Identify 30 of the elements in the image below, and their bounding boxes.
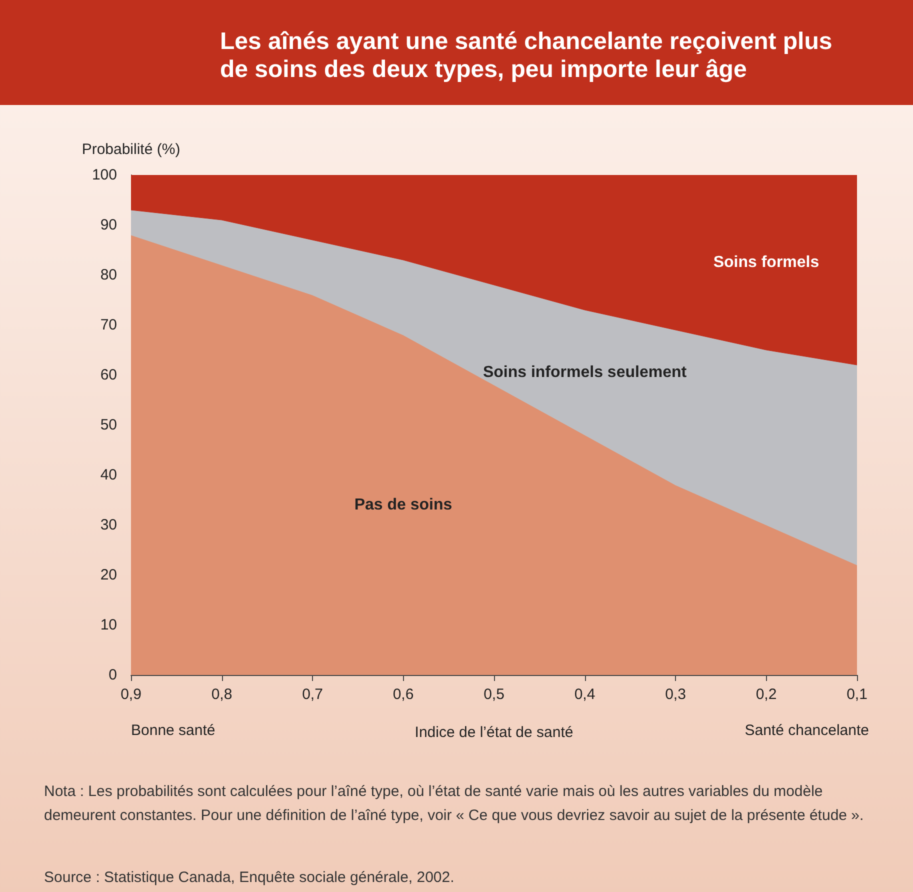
x-tick-label: 0,3 <box>665 686 686 703</box>
y-tick-label: 100 <box>92 166 117 184</box>
x-tick-label: 0,8 <box>211 686 232 703</box>
x-tick-label: 0,1 <box>846 686 868 703</box>
series-label: Soins informels seulement <box>482 364 688 381</box>
y-tick-label: 40 <box>100 466 117 484</box>
y-tick-label: 20 <box>100 566 117 584</box>
x-tick-label: 0,2 <box>756 686 777 703</box>
y-tick-label: 10 <box>100 616 117 634</box>
y-tick-label: 0 <box>108 666 117 684</box>
text: Bonne santé <box>131 722 216 739</box>
x-tick-label: 0,4 <box>574 686 596 703</box>
text: Nota : Les probabilités sont calculées pour l’aîné type, où l’état de santé varie mais où les autres variables du modèle demeurent constantes. Pour une définition de l’aîné type, voir « Ce que vous devriez savoir au sujet de la présente étude ». <box>44 782 865 826</box>
y-tick-label: 30 <box>100 516 117 534</box>
series-label: Pas de soins <box>354 496 452 514</box>
y-tick-label: 90 <box>100 216 117 234</box>
y-tick-label: 70 <box>100 316 117 334</box>
series-label: Soins formels <box>713 254 820 271</box>
chart-title: Les aînés ayant une santé chancelante reçoivent plus de soins des deux types, peu importe leur âge <box>220 28 834 84</box>
y-tick-label: 60 <box>100 366 117 384</box>
x-tick-label: 0,7 <box>302 686 323 703</box>
x-tick-label: 0,6 <box>392 686 414 703</box>
text: Santé chancelante <box>744 722 869 739</box>
source-note: Source : Statistique Canada, Enquête sociale générale, 2002. <box>44 868 456 888</box>
y-tick-label: 80 <box>100 266 117 284</box>
y-tick-label: 50 <box>100 416 117 434</box>
x-tick-label: 0,5 <box>484 686 504 703</box>
x-axis-title: Indice de l’état de santé <box>414 724 574 741</box>
y-axis-title: Probabilité (%) <box>82 141 180 158</box>
x-tick-label: 0,9 <box>120 686 142 703</box>
